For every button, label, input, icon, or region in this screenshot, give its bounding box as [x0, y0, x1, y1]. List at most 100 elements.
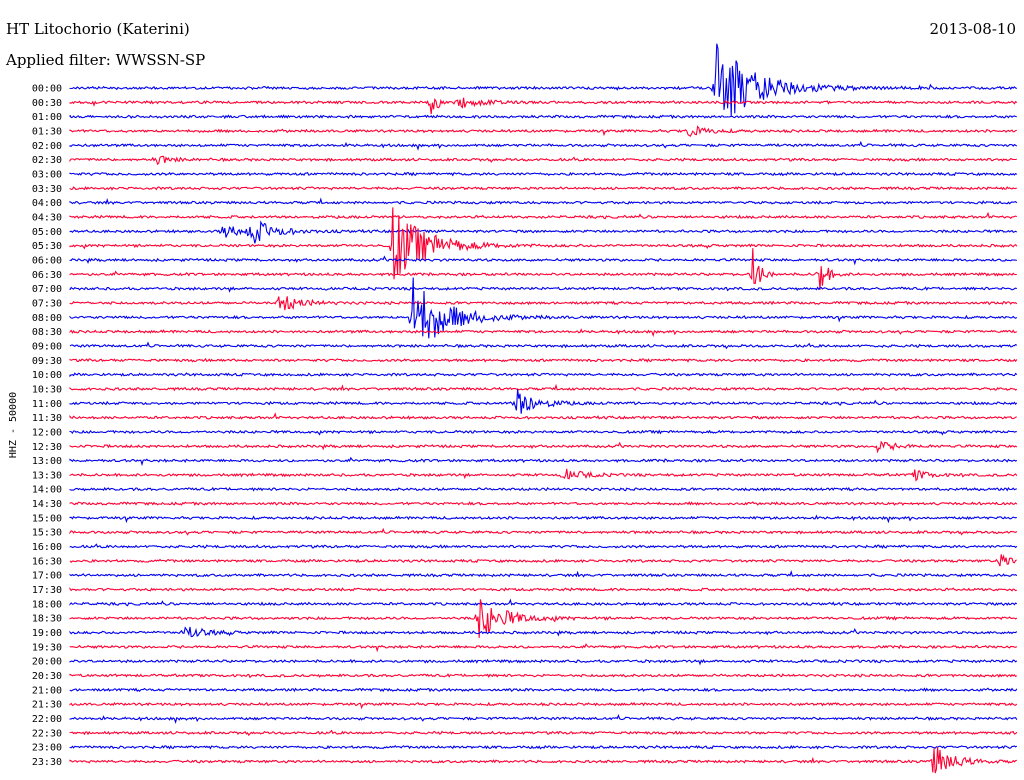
time-tick-label: 12:30: [32, 442, 62, 453]
trace-line: [69, 486, 1017, 492]
trace-line: [69, 43, 1018, 117]
time-tick-label: 18:00: [32, 599, 62, 610]
time-tick-label: 13:00: [32, 456, 62, 467]
trace-line: [69, 207, 1018, 280]
trace-line: [69, 97, 1018, 115]
trace-lines: [69, 43, 1018, 774]
time-tick-label: 06:00: [32, 255, 62, 266]
trace-line: [69, 171, 1018, 177]
trace-line: [69, 543, 1018, 550]
trace-line: [69, 626, 1018, 638]
trace-line: [69, 114, 1017, 120]
time-tick-label: 10:30: [32, 384, 62, 395]
trace-line: [69, 211, 1018, 220]
trace-line: [69, 286, 1018, 293]
trace-line: [69, 514, 1017, 524]
trace-line: [69, 357, 1018, 363]
time-tick-label: 09:00: [32, 341, 62, 352]
time-tick-label: 04:00: [32, 198, 62, 209]
trace-line: [69, 598, 1018, 607]
time-tick-label: 11:30: [32, 413, 62, 424]
trace-line: [69, 277, 1018, 339]
time-tick-label: 00:30: [32, 98, 62, 109]
time-tick-label: 00:00: [32, 84, 62, 95]
time-tick-label: 08:30: [32, 327, 62, 338]
trace-line: [69, 328, 1018, 338]
trace-line: [69, 570, 1018, 578]
time-tick-label: 03:30: [32, 184, 62, 195]
station-title: HT Litochorio (Katerini): [6, 20, 190, 38]
time-tick-label: 08:00: [32, 313, 62, 324]
trace-line: [69, 701, 1018, 710]
time-tick-label: 02:30: [32, 155, 62, 166]
trace-line: [69, 599, 1018, 638]
trace-line: [69, 687, 1018, 693]
time-tick-label: 03:00: [32, 169, 62, 180]
time-tick-label: 11:00: [32, 399, 62, 410]
applied-filter: Applied filter: WWSSN-SP: [6, 51, 206, 69]
time-tick-label: 05:00: [32, 227, 62, 238]
trace-line: [69, 220, 1018, 244]
trace-line: [69, 658, 1018, 666]
time-tick-label: 17:00: [32, 571, 62, 582]
trace-line: [69, 527, 1018, 536]
trace-line: [69, 643, 1018, 653]
time-tick-label: 09:30: [32, 356, 62, 367]
trace-line: [69, 140, 1018, 151]
time-tick-label: 14:30: [32, 499, 62, 510]
time-tick-label: 21:00: [32, 685, 62, 696]
trace-line: [69, 248, 1017, 290]
time-tick-label: 15:30: [32, 528, 62, 539]
time-tick-label: 23:00: [32, 743, 62, 754]
time-tick-label: 04:30: [32, 212, 62, 223]
time-tick-label: 07:00: [32, 284, 62, 295]
time-tick-label: 01:00: [32, 112, 62, 123]
time-tick-label: 16:00: [32, 542, 62, 553]
time-tick-label: 14:00: [32, 485, 62, 496]
time-tick-label: 23:30: [32, 757, 62, 768]
trace-date: 2013-08-10: [929, 20, 1016, 38]
time-tick-label: 20:00: [32, 657, 62, 668]
trace-line: [69, 341, 1018, 350]
trace-line: [69, 440, 1018, 454]
time-tick-label: 06:30: [32, 270, 62, 281]
trace-line: [69, 296, 1018, 311]
trace-line: [69, 155, 1017, 166]
trace-line: [69, 456, 1018, 467]
time-tick-label: 15:00: [32, 513, 62, 524]
time-tick-label: 05:30: [32, 241, 62, 252]
trace-line: [69, 729, 1018, 737]
trace-line: [69, 185, 1017, 191]
time-tick-label: 22:30: [32, 728, 62, 739]
trace-line: [69, 125, 1017, 137]
trace-line: [69, 412, 1017, 420]
trace-line: [69, 586, 1018, 592]
time-tick-label: 18:30: [32, 614, 62, 625]
time-tick-label: 19:00: [32, 628, 62, 639]
time-tick-label: 10:00: [32, 370, 62, 381]
time-tick-label: 13:30: [32, 470, 62, 481]
time-tick-label: 20:30: [32, 671, 62, 682]
trace-line: [69, 429, 1017, 436]
time-tick-label: 17:30: [32, 585, 62, 596]
time-tick-label: 22:00: [32, 714, 62, 725]
trace-line: [69, 744, 1018, 750]
trace-line: [69, 389, 1018, 414]
time-tick-label: 16:30: [32, 556, 62, 567]
trace-line: [69, 197, 1018, 205]
time-tick-labels: 00:00 00:30 01:00 01:30 02:00 02:30 03:00 03:30…: [32, 84, 62, 769]
time-tick-label: 12:00: [32, 427, 62, 438]
trace-line: [69, 383, 1018, 392]
trace-line: [69, 747, 1017, 774]
trace-line: [69, 673, 1018, 679]
trace-line: [69, 713, 1018, 725]
trace-line: [69, 372, 1018, 378]
time-tick-label: 07:30: [32, 298, 62, 309]
trace-line: [69, 554, 1017, 567]
time-tick-label: 01:30: [32, 126, 62, 137]
trace-line: [69, 501, 1018, 506]
time-tick-label: 19:30: [32, 642, 62, 653]
time-tick-label: 21:30: [32, 700, 62, 711]
trace-line: [69, 468, 1018, 482]
